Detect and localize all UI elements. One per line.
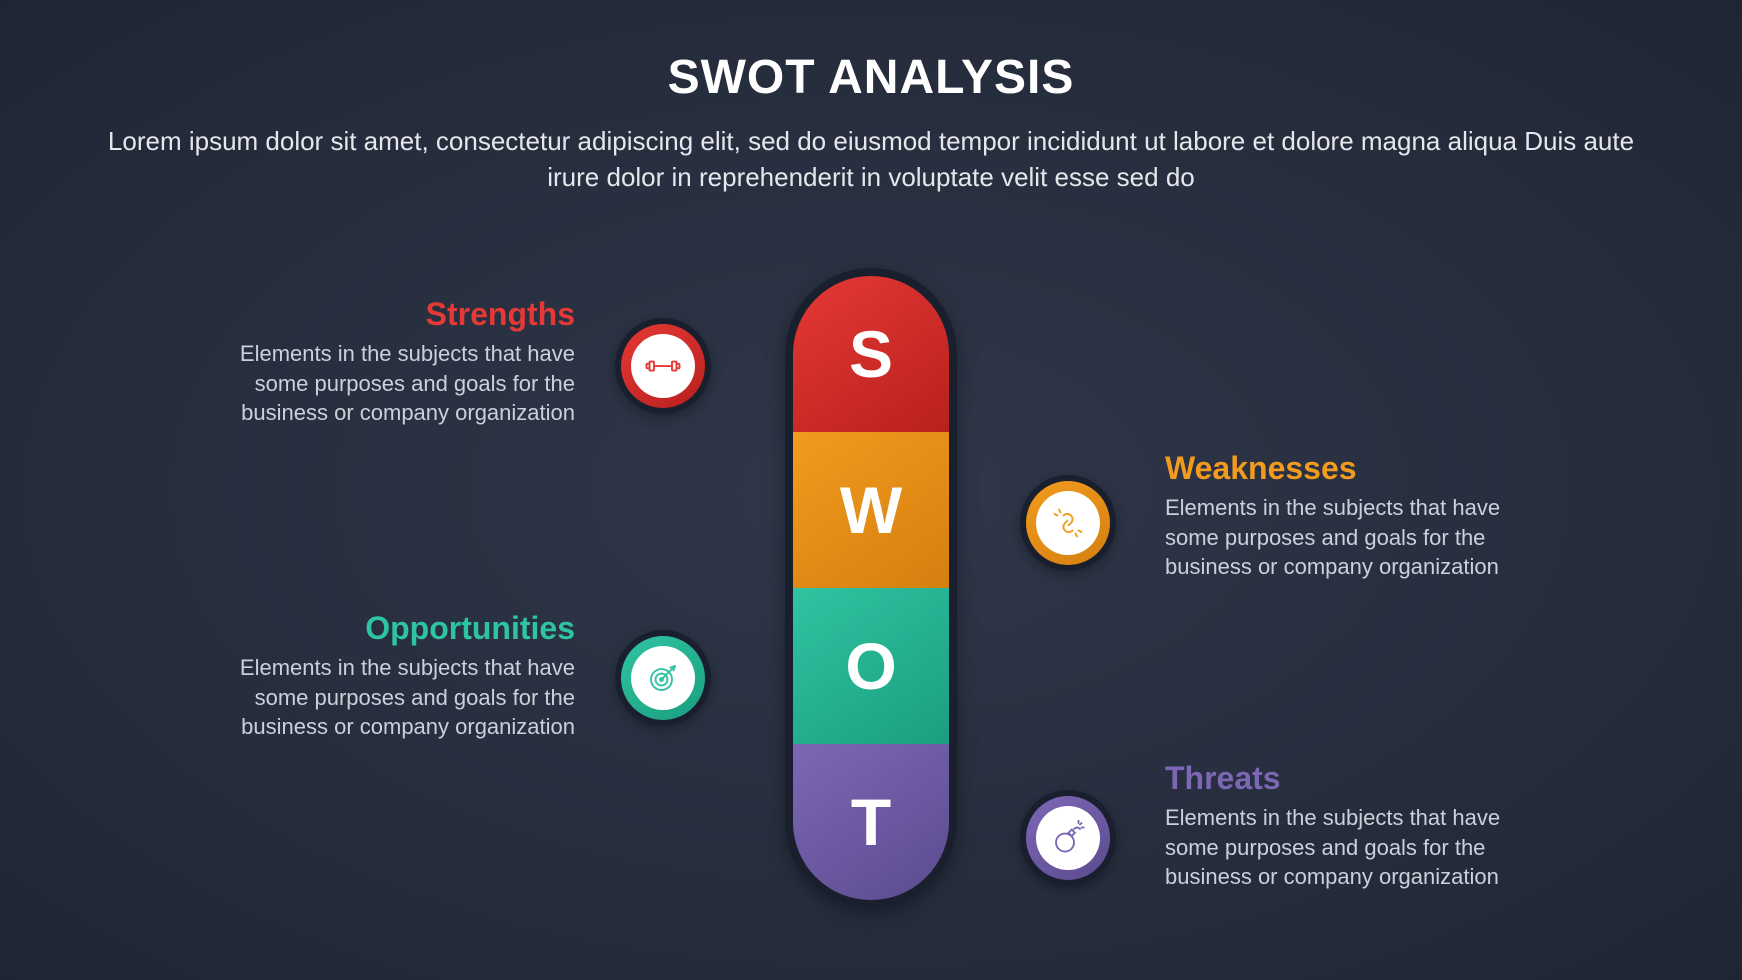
quadrant-body-strengths: Elements in the subjects that have some … xyxy=(195,339,575,428)
icon-badge-opportunities xyxy=(615,630,711,726)
quadrant-title-threats: Threats xyxy=(1165,760,1545,797)
text-block-weaknesses: Weaknesses Elements in the subjects that… xyxy=(1165,450,1545,582)
page-title: SWOT ANALYSIS xyxy=(0,50,1742,105)
capsule-segment-threats: T xyxy=(793,744,949,900)
capsule-letter-s: S xyxy=(849,316,893,392)
target-icon xyxy=(631,646,695,710)
quadrant-body-threats: Elements in the subjects that have some … xyxy=(1165,803,1545,892)
quadrant-body-weaknesses: Elements in the subjects that have some … xyxy=(1165,493,1545,582)
icon-badge-weaknesses xyxy=(1020,475,1116,571)
bomb-icon xyxy=(1036,806,1100,870)
dumbbell-icon xyxy=(631,334,695,398)
icon-badge-threats xyxy=(1020,790,1116,886)
text-block-threats: Threats Elements in the subjects that ha… xyxy=(1165,760,1545,892)
capsule-segment-strengths: S xyxy=(793,276,949,432)
quadrant-title-opportunities: Opportunities xyxy=(195,610,575,647)
page-subtitle: Lorem ipsum dolor sit amet, consectetur … xyxy=(81,123,1661,196)
quadrant-title-strengths: Strengths xyxy=(195,296,575,333)
text-block-strengths: Strengths Elements in the subjects that … xyxy=(195,296,575,428)
capsule-letter-w: W xyxy=(840,472,902,548)
swot-capsule: S W O T xyxy=(785,268,957,908)
capsule-segment-opportunities: O xyxy=(793,588,949,744)
header: SWOT ANALYSIS Lorem ipsum dolor sit amet… xyxy=(0,0,1742,196)
swot-capsule-container: S W O T xyxy=(785,268,957,908)
broken-link-icon xyxy=(1036,491,1100,555)
capsule-segment-weaknesses: W xyxy=(793,432,949,588)
quadrant-body-opportunities: Elements in the subjects that have some … xyxy=(195,653,575,742)
capsule-letter-t: T xyxy=(851,784,891,860)
icon-badge-strengths xyxy=(615,318,711,414)
capsule-letter-o: O xyxy=(845,628,896,704)
quadrant-title-weaknesses: Weaknesses xyxy=(1165,450,1545,487)
text-block-opportunities: Opportunities Elements in the subjects t… xyxy=(195,610,575,742)
